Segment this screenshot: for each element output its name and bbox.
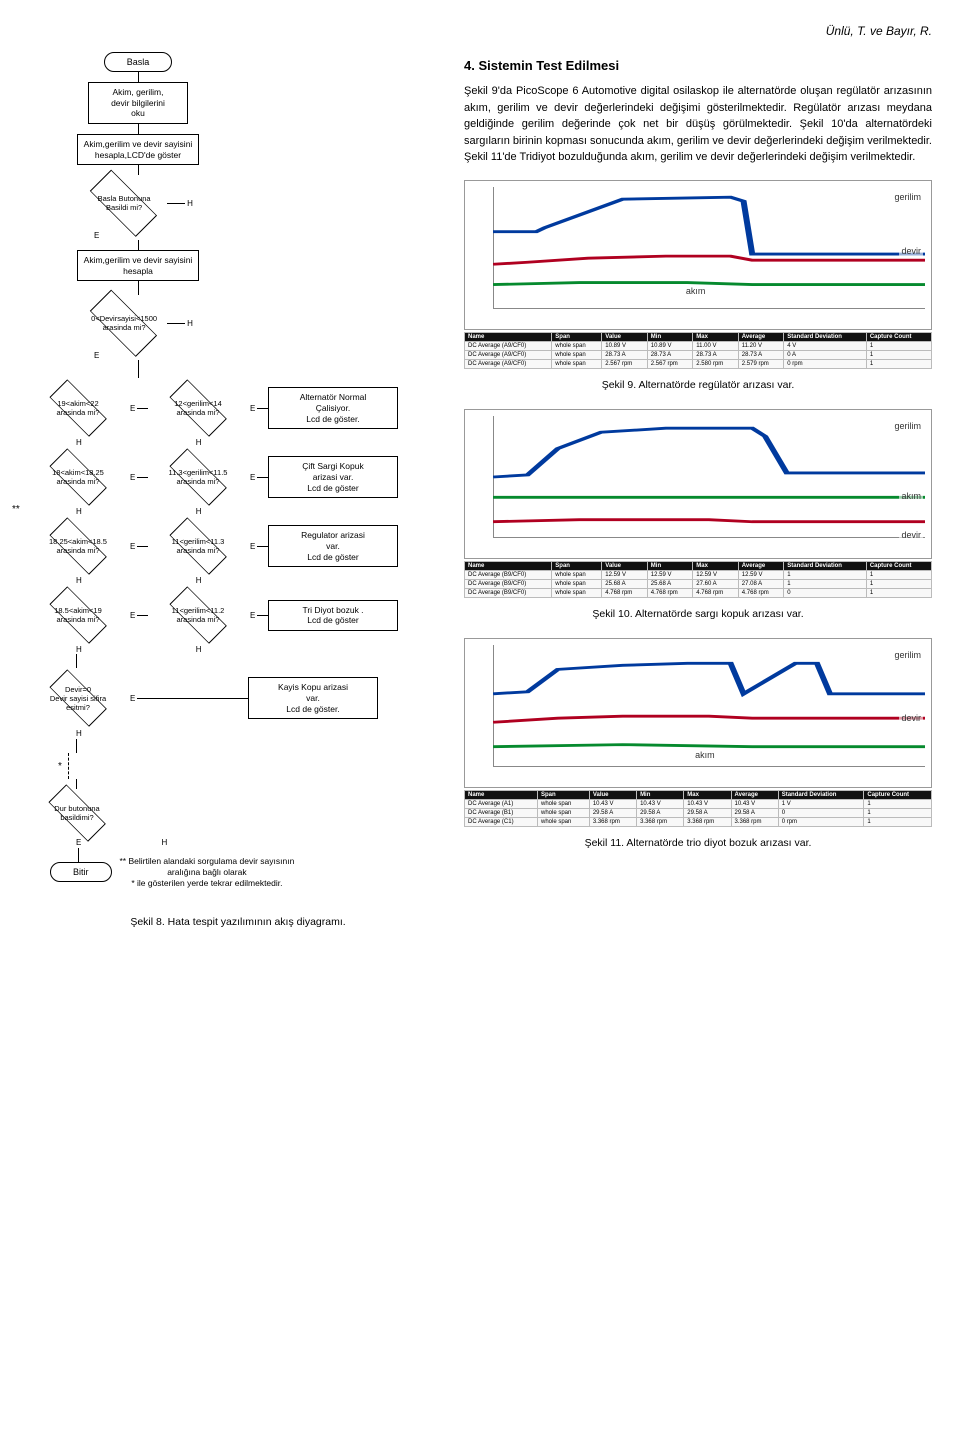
- label-akim-11: akım: [693, 750, 717, 760]
- caption-8: Şekil 8. Hata tespit yazılımının akış di…: [28, 916, 448, 928]
- fc-d3o: Regulator arizasi var. Lcd de göster: [268, 525, 398, 567]
- fc-d1a: 19<akim<22 arasinda mi?: [41, 384, 115, 432]
- stats-table-10: NameSpanValueMinMaxAverageStandard Devia…: [464, 561, 932, 598]
- stats-table-9: NameSpanValueMinMaxAverageStandard Devia…: [464, 332, 932, 369]
- label-devir-10: devir: [899, 530, 923, 540]
- fc-d3b: 11<gerilim<11.3 arasinda mi?: [161, 522, 235, 570]
- fc-d4o: Tri Diyot bozuk . Lcd de göster: [268, 600, 398, 631]
- fc-d4b: 11<gerilim<11.2 arasinda mi?: [161, 591, 235, 639]
- edge-e-r4a: E: [128, 611, 137, 620]
- edge-e-1: E: [92, 231, 101, 240]
- edge-e-r2a: E: [128, 473, 137, 482]
- fc-btn-pressed: Basla Butonuna Basildi mi?: [81, 175, 167, 231]
- edge-e-d0: E: [128, 694, 137, 703]
- fc-start: Basla: [104, 52, 173, 72]
- edge-h-d0: H: [74, 729, 84, 738]
- edge-e-r3b: E: [248, 542, 257, 551]
- caption-10: Şekil 10. Alternatörde sargı kopuk arıza…: [464, 608, 932, 620]
- fc-calc: Akim,gerilim ve devir sayisini hesapla: [77, 250, 200, 281]
- page-header: Ünlü, T. ve Bayır, R.: [28, 24, 932, 38]
- fc-d4a: 18.5<akim<19 arasinda mi?: [41, 591, 115, 639]
- section-title: 4. Sistemin Test Edilmesi: [464, 58, 932, 73]
- edge-h-r2b: H: [194, 507, 204, 516]
- label-akim-9: akım: [684, 286, 708, 296]
- edge-h-r2a: H: [74, 507, 84, 516]
- fc-d3a: 18.25<akim<18.5 arasinda mi?: [41, 522, 115, 570]
- caption-9: Şekil 9. Alternatörde regülatör arızası …: [464, 379, 932, 391]
- scope-fig-10: gerilim akım devir: [464, 409, 932, 559]
- label-devir-9: devir: [899, 246, 923, 256]
- fc-note: ** Belirtilen alandaki sorgulama devir s…: [120, 856, 295, 889]
- edge-h-r4a: H: [74, 645, 84, 654]
- scope-fig-11: gerilim devir akım: [464, 638, 932, 788]
- edge-h-r4b: H: [194, 645, 204, 654]
- label-gerilim-9: gerilim: [892, 192, 923, 202]
- edge-h-r1a: H: [74, 438, 84, 447]
- single-star: *: [58, 761, 62, 772]
- fc-d2o: Çift Sargi Kopuk arizasi var. Lcd de gös…: [268, 456, 398, 498]
- fc-kayis: Kayis Kopu arizasi var. Lcd de göster.: [248, 677, 378, 719]
- edge-e-r1b: E: [248, 404, 257, 413]
- fc-read: Akim, gerilim, devir bilgilerini oku: [88, 82, 188, 124]
- stats-table-11: NameSpanValueMinMaxAverageStandard Devia…: [464, 790, 932, 827]
- edge-h-r1b: H: [194, 438, 204, 447]
- edge-h-r3a: H: [74, 576, 84, 585]
- caption-11: Şekil 11. Alternatörde trio diyot bozuk …: [464, 837, 932, 849]
- edge-e-r3a: E: [128, 542, 137, 551]
- label-akim-10: akım: [899, 491, 923, 501]
- fc-d1o: Alternatör Normal Çalisiyor. Lcd de göst…: [268, 387, 398, 429]
- fc-stopbtn: Dur butonuna basildimi?: [40, 789, 114, 837]
- fc-d1b: 12<gerilim<14 arasinda mi?: [161, 384, 235, 432]
- scope-fig-9: gerilim devir akım: [464, 180, 932, 330]
- body-paragraph: Şekil 9'da PicoScope 6 Automotive digita…: [464, 83, 932, 166]
- edge-e-2: E: [92, 351, 101, 360]
- edge-e-stop: E: [74, 838, 83, 847]
- fc-d2b: 11.3<gerilim<11.5 arasinda mi?: [161, 453, 235, 501]
- label-devir-11: devir: [899, 713, 923, 723]
- flowchart: Basla Akim, gerilim, devir bilgilerini o…: [28, 52, 448, 928]
- fc-calc-lcd: Akim,gerilim ve devir sayisini hesapla,L…: [77, 134, 200, 165]
- edge-e-r2b: E: [248, 473, 257, 482]
- fc-d2a: 18<akim<18.25 arasinda mi?: [41, 453, 115, 501]
- edge-h-1: H: [185, 199, 195, 208]
- double-star: **: [12, 504, 20, 515]
- fc-devir0: Devir=0 Devir sayisi sifira esitmi?: [41, 674, 115, 722]
- edge-h-2: H: [185, 319, 195, 328]
- label-gerilim-10: gerilim: [892, 421, 923, 431]
- edge-h-stop: H: [160, 838, 170, 847]
- label-gerilim-11: gerilim: [892, 650, 923, 660]
- edge-h-r3b: H: [194, 576, 204, 585]
- edge-e-r4b: E: [248, 611, 257, 620]
- fc-devir1500: 0<Devirsayisi<1500 arasinda mi?: [81, 295, 167, 351]
- edge-e-r1a: E: [128, 404, 137, 413]
- fc-end: Bitir: [50, 862, 112, 882]
